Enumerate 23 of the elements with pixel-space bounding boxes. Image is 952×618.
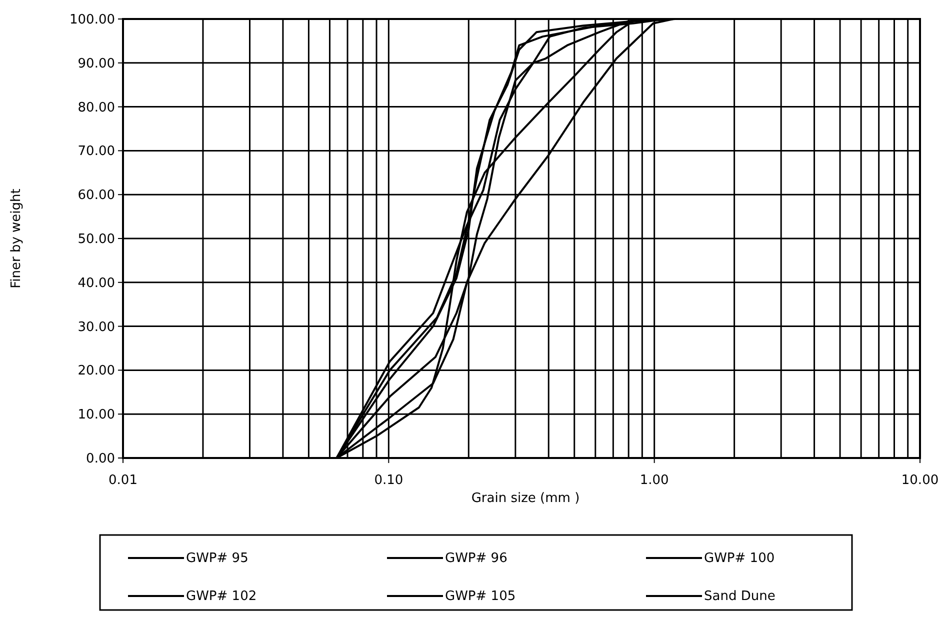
x-tick-label: 0.10: [374, 473, 404, 488]
x-tick-label: 10.00: [901, 473, 939, 488]
x-axis-title: Grain size (mm ): [471, 491, 580, 506]
y-tick-label: 100.00: [70, 12, 115, 28]
legend-label: GWP# 95: [186, 551, 248, 566]
y-tick-label: 70.00: [78, 144, 115, 160]
y-tick-label: 80.00: [78, 100, 115, 116]
y-tick-label: 10.00: [78, 408, 115, 423]
y-tick-label: 90.00: [78, 56, 115, 72]
y-tick-label: 40.00: [78, 276, 115, 291]
x-tick-label: 0.01: [108, 473, 138, 488]
legend-label: GWP# 105: [445, 589, 516, 604]
y-tick-label: 0.00: [86, 452, 115, 466]
legend-label: GWP# 100: [704, 551, 775, 566]
y-tick-label: 60.00: [78, 188, 115, 204]
y-tick-label: 50.00: [78, 232, 115, 247]
legend-label: GWP# 96: [445, 551, 508, 566]
y-tick-label: 30.00: [78, 320, 115, 335]
y-axis-title: Finer by weight: [9, 188, 24, 288]
x-tick-label: 1.00: [640, 473, 669, 488]
y-tick-label: 20.00: [78, 364, 115, 379]
legend-label: Sand Dune: [704, 589, 776, 604]
legend-label: GWP# 102: [186, 589, 257, 604]
